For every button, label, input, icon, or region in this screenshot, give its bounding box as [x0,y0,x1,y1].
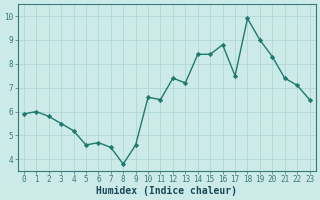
X-axis label: Humidex (Indice chaleur): Humidex (Indice chaleur) [96,186,237,196]
